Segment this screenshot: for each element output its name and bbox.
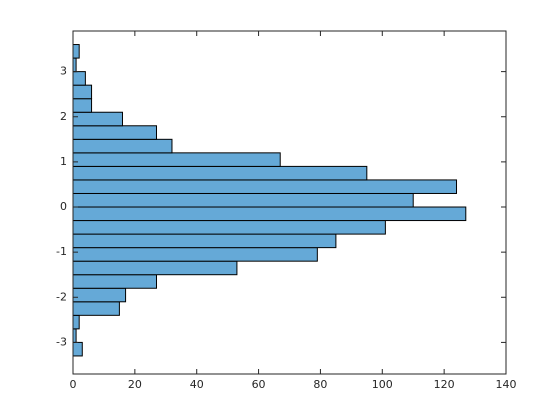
y-tick-label: 1 [60,155,67,168]
y-tick-label: -2 [56,290,67,303]
bar [72,301,120,316]
y-tick-label: -1 [56,245,67,258]
y-tick-label: -3 [56,335,67,348]
x-tick-label: 100 [372,378,393,391]
y-tick-label: 3 [60,65,67,78]
x-tick-label: 40 [190,378,204,391]
y-tick-label: 2 [60,110,67,123]
bar [72,125,158,140]
bar [72,341,83,357]
bar [72,152,281,167]
bar [72,247,318,262]
bar [72,111,123,127]
bar [72,260,238,276]
bar [72,165,368,181]
bar [72,287,127,303]
bar [72,220,386,235]
x-tick-label: 60 [252,378,266,391]
bar [72,192,414,208]
axes-box [72,30,507,375]
bar [72,233,337,249]
bar [72,138,173,154]
bar [72,98,93,113]
y-tick-label: 0 [60,200,67,213]
bar [72,84,93,100]
bar [72,179,458,194]
bar [72,274,158,289]
x-tick-label: 0 [70,378,77,391]
bar [72,44,80,59]
bar [72,71,86,86]
bar [72,314,80,330]
bar [72,206,467,222]
x-tick-label: 20 [128,378,142,391]
x-tick-label: 140 [496,378,517,391]
x-tick-label: 80 [313,378,327,391]
x-tick-label: 120 [434,378,455,391]
